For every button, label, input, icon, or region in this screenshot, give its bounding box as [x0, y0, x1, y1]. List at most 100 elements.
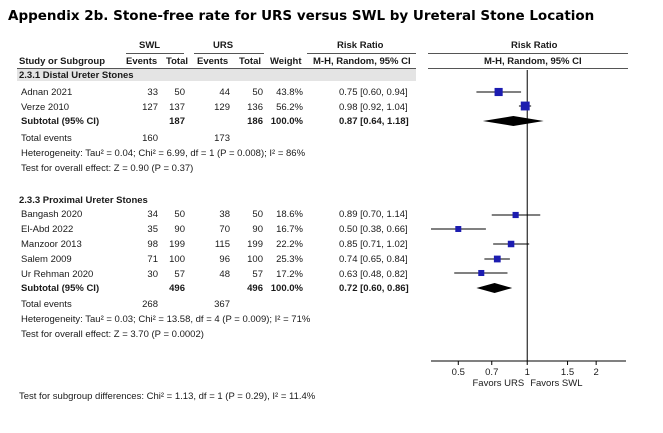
- study-ci: 0.75 [0.60, 0.94]: [339, 87, 408, 98]
- header-swl-rule: [126, 53, 184, 54]
- summary-diamond: [476, 283, 513, 293]
- total-events-label: Total events: [21, 299, 72, 310]
- swl-events: 98: [147, 239, 158, 250]
- swl-subtotal: 496: [169, 283, 185, 294]
- study-ci: 0.50 [0.38, 0.66]: [339, 224, 408, 235]
- effect-marker: [512, 211, 519, 219]
- swl-events: 34: [147, 209, 158, 220]
- header-weight: Weight: [270, 56, 302, 67]
- heterogeneity-text: Heterogeneity: Tau² = 0.03; Chi² = 13.58…: [21, 314, 311, 325]
- study-weight: 43.8%: [276, 87, 303, 98]
- swl-total: 90: [174, 224, 185, 235]
- subtotal-weight: 100.0%: [270, 283, 303, 294]
- urs-total-events: 367: [214, 299, 230, 310]
- header-urs-events: Events: [197, 56, 229, 67]
- study-name: Verze 2010: [21, 102, 70, 113]
- urs-total: 90: [252, 224, 263, 235]
- swl-events: 127: [142, 102, 158, 113]
- header-swl-total: Total: [166, 56, 188, 67]
- urs-total: 50: [252, 209, 263, 220]
- subtotal-label: Subtotal (95% CI): [21, 116, 100, 127]
- plot-rule: [428, 68, 628, 69]
- subgroup-band: [17, 69, 416, 81]
- header-swl-events: Events: [126, 56, 158, 67]
- header-method: M-H, Random, 95% CI: [313, 56, 411, 67]
- swl-total-events: 160: [142, 133, 158, 144]
- study-name: Ur Rehman 2020: [21, 269, 94, 280]
- study-ci: 0.89 [0.70, 1.14]: [339, 209, 408, 220]
- urs-total: 50: [252, 87, 263, 98]
- study-name: Adnan 2021: [21, 87, 73, 98]
- subtotal-ci: 0.87 [0.64, 1.18]: [339, 116, 409, 127]
- x-tick-label: 2: [594, 367, 599, 378]
- overall-effect-text: Test for overall effect: Z = 3.70 (P = 0…: [21, 329, 204, 340]
- effect-marker: [478, 269, 485, 277]
- study-weight: 25.3%: [276, 254, 303, 265]
- study-weight: 22.2%: [276, 239, 303, 250]
- study-weight: 16.7%: [276, 224, 303, 235]
- swl-events: 33: [147, 87, 158, 98]
- effect-marker: [493, 255, 501, 263]
- header-risk-ratio: Risk Ratio: [337, 40, 384, 51]
- swl-subtotal: 187: [169, 116, 185, 127]
- table-rule: [17, 68, 416, 69]
- header-urs: URS: [213, 40, 234, 51]
- study-name: El-Abd 2022: [21, 224, 74, 235]
- x-tick-label: 1.5: [561, 367, 574, 378]
- favors-urs-label: Favors URS: [472, 378, 524, 389]
- urs-total: 199: [247, 239, 263, 250]
- header-study: Study or Subgroup: [19, 56, 106, 67]
- subgroup-differences-text: Test for subgroup differences: Chi² = 1.…: [19, 391, 316, 402]
- subgroup-label: 2.3.3 Proximal Ureter Stones: [19, 195, 148, 206]
- effect-marker: [520, 101, 530, 111]
- study-ci: 0.63 [0.48, 0.82]: [339, 269, 408, 280]
- favors-swl-label: Favors SWL: [530, 378, 582, 389]
- subtotal-weight: 100.0%: [270, 116, 303, 127]
- overall-effect-text: Test for overall effect: Z = 0.90 (P = 0…: [21, 163, 194, 174]
- study-name: Bangash 2020: [21, 209, 83, 220]
- header-urs-rule: [194, 53, 264, 54]
- urs-events: 96: [219, 254, 230, 265]
- urs-total: 100: [247, 254, 263, 265]
- header-rr-rule: [307, 53, 416, 54]
- study-name: Salem 2009: [21, 254, 72, 265]
- figure-title: Appendix 2b. Stone-free rate for URS ver…: [8, 8, 595, 24]
- swl-events: 35: [147, 224, 158, 235]
- header-plot-rr-rule: [428, 53, 628, 54]
- urs-subtotal: 186: [247, 116, 263, 127]
- urs-events: 48: [219, 269, 230, 280]
- urs-total-events: 173: [214, 133, 230, 144]
- x-tick-label: 0.5: [452, 367, 465, 378]
- study-weight: 56.2%: [276, 102, 303, 113]
- study-ci: 0.85 [0.71, 1.02]: [339, 239, 408, 250]
- study-weight: 18.6%: [276, 209, 303, 220]
- swl-total: 137: [169, 102, 185, 113]
- header-swl: SWL: [139, 40, 161, 51]
- study-ci: 0.98 [0.92, 1.04]: [339, 102, 408, 113]
- subgroup-label: 2.3.1 Distal Ureter Stones: [19, 70, 134, 81]
- header-plot-method: M-H, Random, 95% CI: [484, 56, 582, 67]
- heterogeneity-text: Heterogeneity: Tau² = 0.04; Chi² = 6.99,…: [21, 148, 306, 159]
- swl-total: 50: [174, 87, 185, 98]
- swl-total-events: 268: [142, 299, 158, 310]
- swl-total: 100: [169, 254, 185, 265]
- effect-marker: [507, 240, 515, 248]
- effect-marker: [494, 87, 503, 97]
- swl-events: 30: [147, 269, 158, 280]
- swl-total: 57: [174, 269, 185, 280]
- swl-total: 199: [169, 239, 185, 250]
- study-name: Manzoor 2013: [21, 239, 82, 250]
- urs-total: 57: [252, 269, 263, 280]
- urs-total: 136: [247, 102, 263, 113]
- swl-total: 50: [174, 209, 185, 220]
- study-ci: 0.74 [0.65, 0.84]: [339, 254, 408, 265]
- header-plot-risk-ratio: Risk Ratio: [511, 40, 558, 51]
- effect-marker: [455, 226, 462, 232]
- total-events-label: Total events: [21, 133, 72, 144]
- urs-events: 44: [219, 87, 230, 98]
- swl-events: 71: [147, 254, 158, 265]
- urs-events: 129: [214, 102, 230, 113]
- x-tick-label: 1: [525, 367, 530, 378]
- subtotal-label: Subtotal (95% CI): [21, 283, 100, 294]
